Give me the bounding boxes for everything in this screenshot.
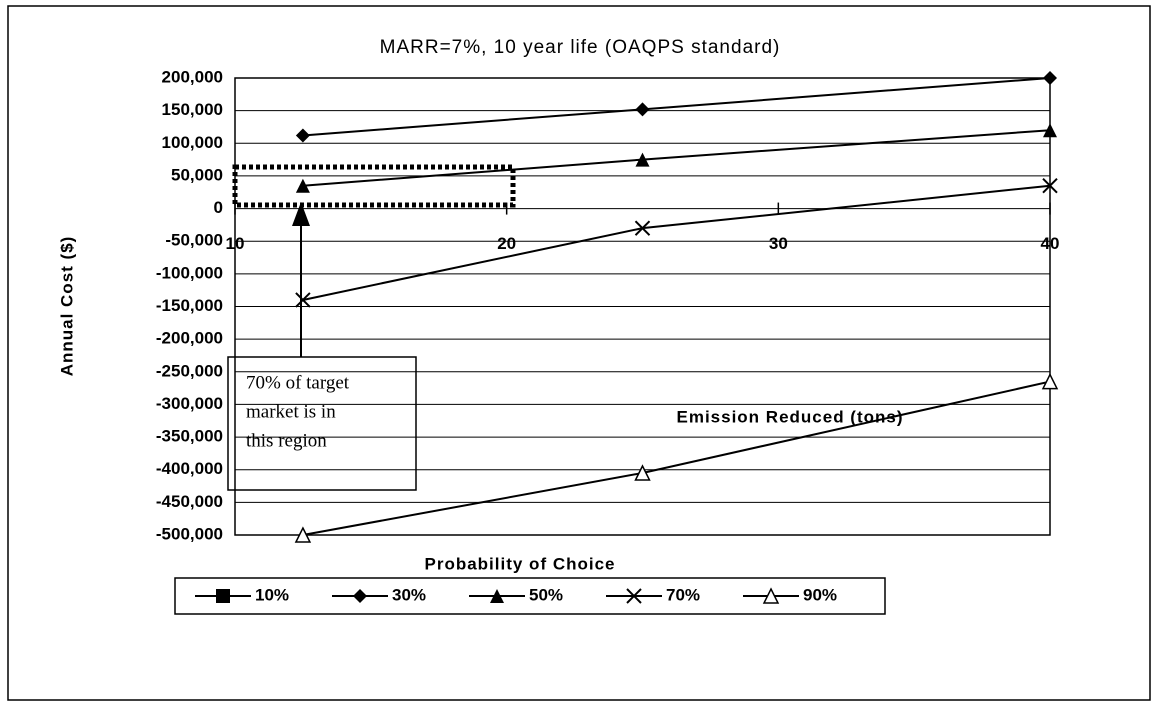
- x-caption: Probability of Choice: [424, 554, 615, 573]
- y-tick-label: -50,000: [165, 231, 223, 250]
- y-tick-label: -450,000: [156, 492, 223, 511]
- legend-label: 50%: [529, 585, 563, 604]
- marker: [295, 292, 311, 308]
- y-tick-label: -400,000: [156, 459, 223, 478]
- x-tick-label: 20: [497, 234, 516, 253]
- x-tick-label: 10: [226, 234, 245, 253]
- marker: [762, 587, 780, 604]
- x-tick-label: 40: [1041, 234, 1060, 253]
- series-line: [302, 129, 1051, 187]
- marker: [294, 526, 312, 543]
- y-axis-title: Annual Cost ($): [57, 236, 76, 377]
- y-tick-label: 0: [214, 198, 223, 217]
- y-tick-label: 100,000: [162, 133, 223, 152]
- annotation-line: this region: [246, 430, 327, 451]
- chart-frame: [7, 5, 1151, 701]
- marker: [353, 589, 367, 603]
- y-tick-label: -250,000: [156, 361, 223, 380]
- marker: [216, 589, 230, 603]
- marker: [634, 464, 651, 481]
- legend-label: 70%: [666, 585, 700, 604]
- marker: [635, 102, 650, 117]
- marker: [1043, 123, 1057, 138]
- plot-border: [234, 77, 1051, 536]
- series-line: [302, 77, 1051, 137]
- marker: [1042, 178, 1058, 194]
- legend-label: 30%: [392, 585, 426, 604]
- chart-title: MARR=7%, 10 year life (OAQPS standard): [380, 37, 781, 58]
- marker: [626, 588, 642, 604]
- legend-label: 10%: [255, 585, 289, 604]
- marker: [1043, 71, 1057, 85]
- marker: [1041, 372, 1059, 390]
- marker: [490, 589, 504, 603]
- y-tick-label: 50,000: [171, 165, 223, 184]
- y-tick-label: -100,000: [156, 263, 223, 282]
- annotation-line: 70% of target: [246, 372, 350, 393]
- y-tick-label: -350,000: [156, 427, 223, 446]
- marker: [634, 220, 651, 236]
- annotation-line: market is in: [246, 401, 336, 422]
- marker: [295, 128, 310, 143]
- arrow-head: [292, 202, 310, 226]
- y-tick-label: 200,000: [162, 67, 223, 86]
- y-tick-label: -200,000: [156, 329, 223, 348]
- y-tick-label: -500,000: [156, 524, 223, 543]
- x-tick-label: 30: [769, 234, 788, 253]
- y-tick-label: -300,000: [156, 394, 223, 413]
- x-axis-title: Emission Reduced (tons): [676, 407, 903, 426]
- marker: [635, 152, 650, 167]
- annotation-box: [227, 356, 417, 491]
- y-tick-label: -150,000: [156, 296, 223, 315]
- y-tick-label: 150,000: [162, 100, 223, 119]
- marker: [295, 178, 310, 193]
- legend-label: 90%: [803, 585, 837, 604]
